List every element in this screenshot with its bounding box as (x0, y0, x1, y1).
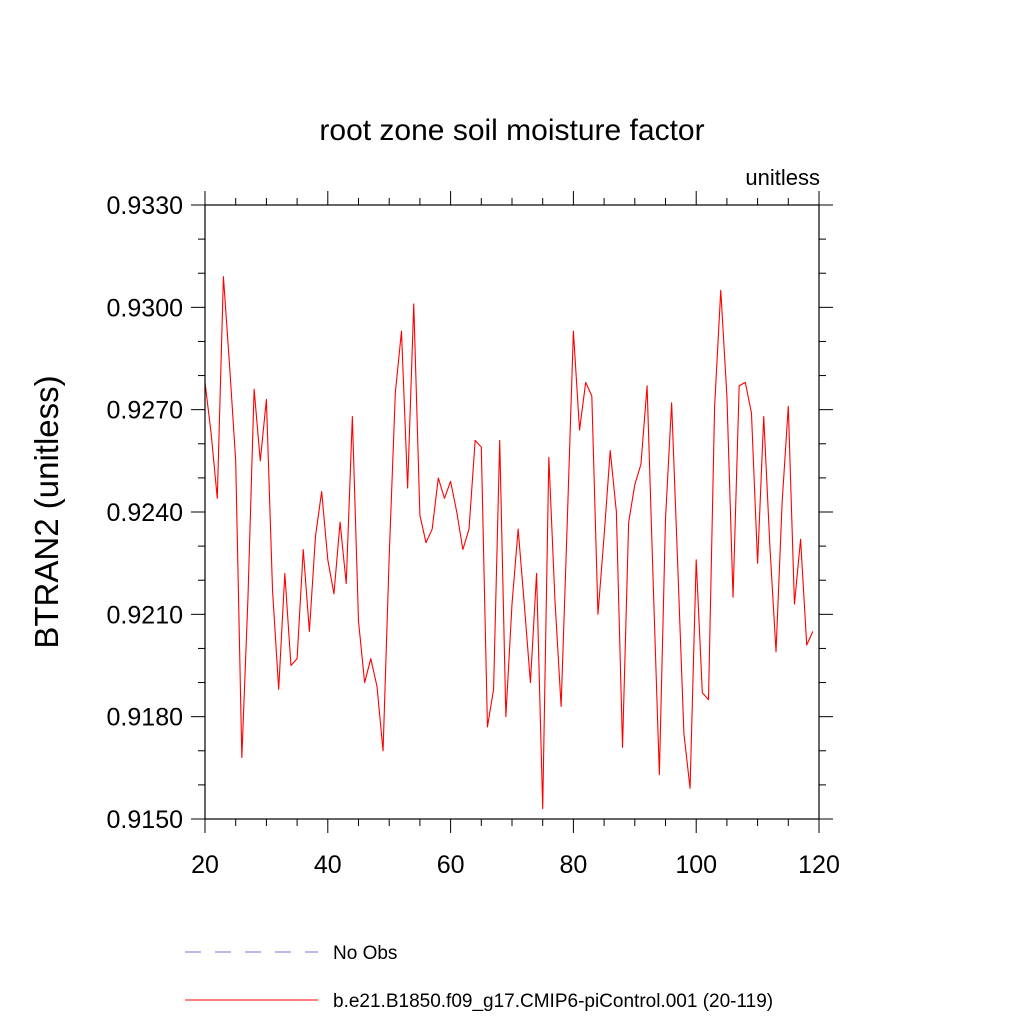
x-tick-label: 120 (798, 851, 840, 879)
legend: No Obs b.e21.B1850.f09_g17.CMIP6-piContro… (185, 943, 773, 1012)
x-tick-label: 100 (675, 851, 717, 879)
plot-area (204, 276, 814, 810)
chart-title: root zone soil moisture factor (319, 114, 704, 147)
legend-label: No Obs (333, 943, 397, 964)
y-tick-label: 0.9270 (107, 397, 183, 425)
chart-units-label: unitless (745, 165, 820, 190)
x-tick-label: 80 (559, 851, 587, 879)
plot-frame (204, 204, 820, 820)
legend-label: b.e21.B1850.f09_g17.CMIP6-piControl.001 … (333, 991, 773, 1012)
x-tick-label: 20 (191, 851, 219, 879)
x-tick-label: 40 (314, 851, 342, 879)
series-line (204, 276, 814, 810)
x-tick-label: 60 (437, 851, 465, 879)
y-tick-label: 0.9150 (107, 806, 183, 834)
y-axis: 0.9150 0.9180 0.9210 0.9240 0.9270 0.9300 0.93… (107, 192, 833, 834)
y-tick-label: 0.9180 (107, 704, 183, 732)
x-axis: 20 40 60 80 100 120 (191, 191, 840, 879)
y-axis-label: BTRAN2 (unitless) (28, 375, 65, 648)
y-tick-label: 0.9330 (107, 192, 183, 220)
y-tick-label: 0.9300 (107, 294, 183, 322)
y-tick-label: 0.9240 (107, 499, 183, 527)
y-tick-label: 0.9210 (107, 601, 183, 629)
